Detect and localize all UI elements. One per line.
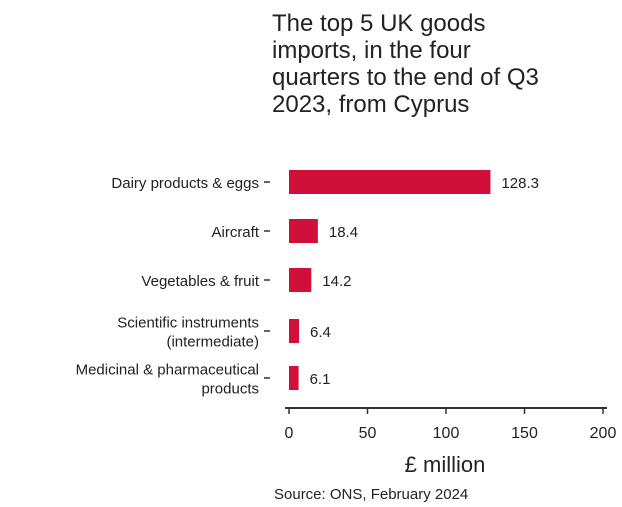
chart-title-line: 2023, from Cyprus [272,91,470,118]
bar-value-label: 18.4 [329,224,358,241]
bar [289,268,312,292]
bar-value-label: 6.1 [310,371,331,388]
bar [289,170,491,194]
category-label: Vegetables & fruit [141,273,259,290]
bar-value-label: 128.3 [501,175,539,192]
x-tick-label: 150 [511,425,538,442]
bar-value-label: 6.4 [310,324,331,341]
chart-title-line: The top 5 UK goods [272,10,486,37]
chart-title: The top 5 UK goods imports, in the four … [272,10,612,118]
x-axis-title: £ million [405,452,486,477]
bar [289,366,299,390]
category-label: Medicinal & pharmaceutical [76,362,259,379]
x-tick-label: 50 [359,425,377,442]
x-tick-label: 0 [285,425,294,442]
chart-title-line: quarters to the end of Q3 [272,64,539,91]
chart-title-line: imports, in the four [272,37,471,64]
bar-value-label: 14.2 [322,273,351,290]
bar [289,319,300,343]
category-label: Dairy products & eggs [111,175,259,192]
category-label: products [201,381,259,398]
x-tick-label: 200 [590,425,617,442]
category-label: Scientific instruments [117,315,259,332]
x-tick-label: 100 [433,425,460,442]
category-label: Aircraft [211,224,259,241]
category-label: (intermediate) [166,334,259,351]
source-note: Source: ONS, February 2024 [274,486,469,503]
bar [289,219,318,243]
